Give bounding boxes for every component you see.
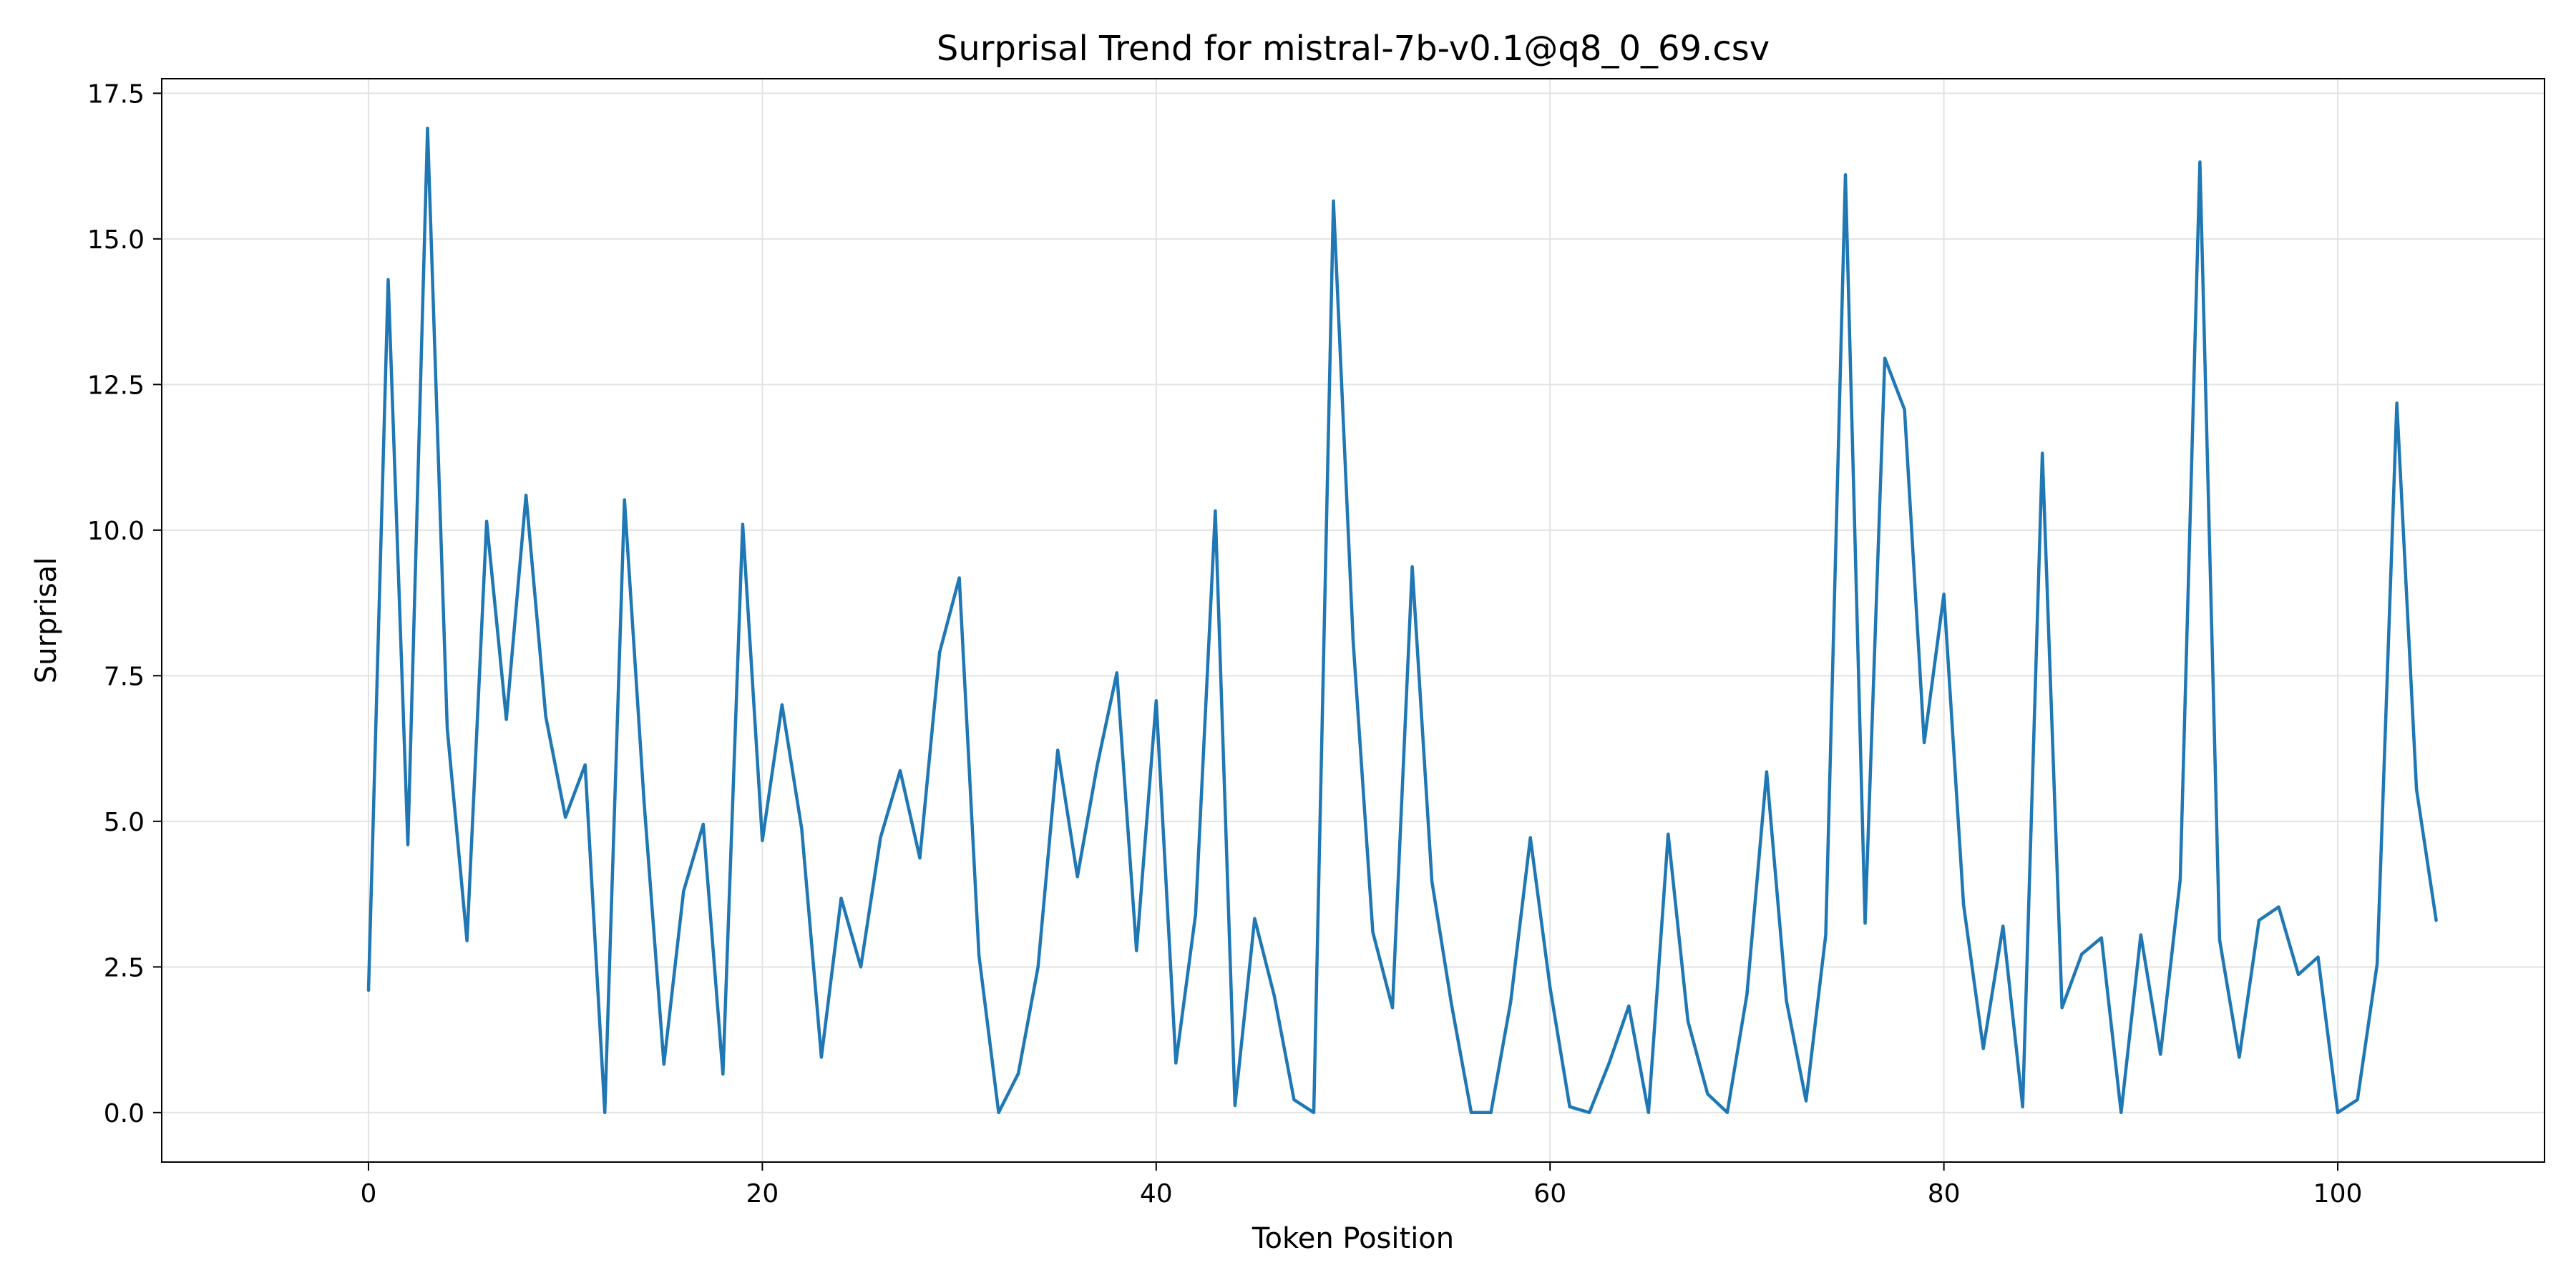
y-tick-label: 5.0 bbox=[104, 808, 145, 837]
plot-frame bbox=[161, 78, 2545, 1163]
y-tick-label: 0.0 bbox=[104, 1099, 145, 1128]
y-tick-label: 10.0 bbox=[87, 517, 145, 546]
chart-title: Surprisal Trend for mistral-7b-v0.1@q8_0… bbox=[937, 29, 1770, 69]
x-tick-label: 40 bbox=[1140, 1179, 1173, 1209]
tick-layer: 0 20 40 60 80 100 0.0 2.5 5.0 7.5 10.0 12.5 15.0 17.5 bbox=[87, 79, 2363, 1209]
y-axis-label: Surprisal bbox=[30, 557, 63, 684]
x-tick-label: 60 bbox=[1533, 1179, 1566, 1209]
grid bbox=[162, 79, 2545, 1162]
x-tick-label: 0 bbox=[361, 1179, 377, 1209]
series-line bbox=[366, 126, 2438, 1115]
y-tick-label: 15.0 bbox=[87, 225, 145, 255]
series-layer bbox=[366, 126, 2438, 1115]
y-tick-label: 12.5 bbox=[87, 371, 145, 400]
x-tick-label: 100 bbox=[2313, 1179, 2363, 1209]
y-tick-label: 7.5 bbox=[104, 662, 145, 691]
y-tick-label: 17.5 bbox=[87, 79, 145, 109]
x-axis-label: Token Position bbox=[1252, 1222, 1454, 1255]
x-tick-label: 80 bbox=[1928, 1179, 1961, 1209]
x-tick-label: 20 bbox=[746, 1179, 779, 1209]
y-tick-label: 2.5 bbox=[104, 953, 145, 982]
